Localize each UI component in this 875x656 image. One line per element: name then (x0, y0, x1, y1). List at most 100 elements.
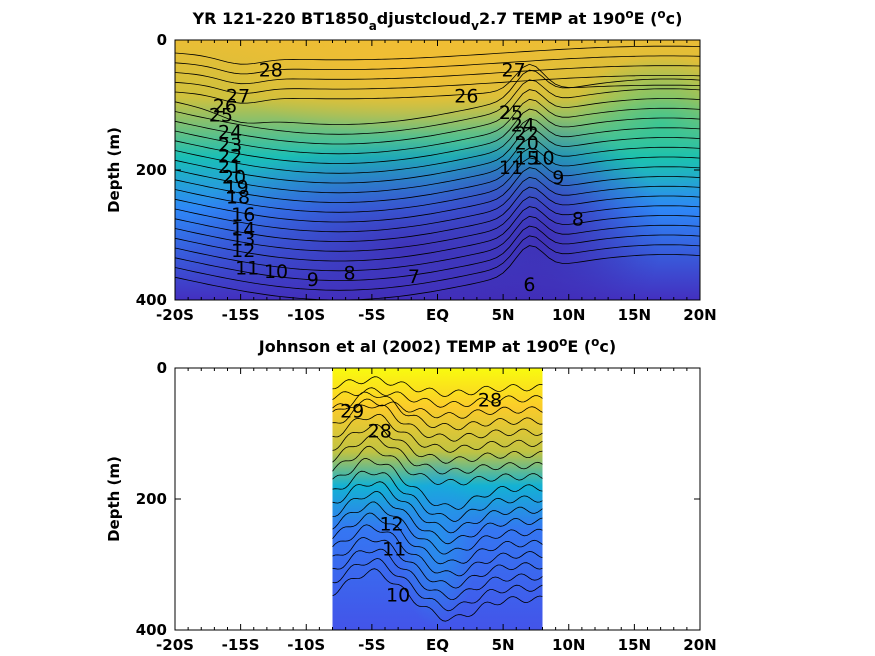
x-tick-label: 10N (552, 306, 585, 324)
contour-label: 20 (222, 166, 246, 188)
contour-line (175, 235, 700, 291)
x-tick-label: 5N (492, 306, 515, 324)
contour-line (332, 398, 543, 419)
contour-line (175, 108, 700, 164)
contour-label: 13 (231, 229, 255, 251)
x-tick-label: -5S (358, 306, 385, 324)
warm-pool (211, 40, 612, 136)
contour-line (332, 387, 543, 408)
chart-title: Johnson et al (2002) TEMP at 190oE (oc) (258, 335, 616, 356)
contour-label: 19 (225, 177, 249, 199)
x-tick-label: -15S (222, 636, 260, 654)
contour-label: 21 (218, 156, 242, 178)
contour-label: 11 (499, 157, 523, 179)
contour-line (332, 424, 543, 464)
contour-label: 8 (572, 209, 584, 231)
contour-line (332, 558, 543, 612)
contour-line (332, 548, 543, 601)
contour-label: 10 (386, 584, 410, 606)
contour-line (175, 75, 700, 94)
contour-line (332, 413, 543, 453)
y-tick-label: 400 (136, 621, 167, 639)
contour-label: 10 (264, 261, 288, 283)
y-tick-label: 0 (157, 359, 167, 377)
contour-line (175, 98, 700, 155)
contour-line (175, 55, 700, 75)
contour-label: 22 (515, 123, 539, 145)
x-tick-label: -5S (358, 636, 385, 654)
y-tick-label: 0 (157, 31, 167, 49)
contour-line (175, 63, 700, 104)
contour-line (332, 458, 543, 510)
y-axis-label: Depth (m) (105, 456, 123, 542)
contour-label: 18 (226, 186, 250, 208)
contour-line (175, 176, 700, 233)
contour-line (332, 537, 543, 589)
contour-line (175, 157, 700, 213)
contour-label: 14 (231, 218, 255, 240)
contour-label: 28 (259, 60, 283, 82)
contour-label: 10 (530, 147, 554, 169)
x-tick-label: 10N (552, 636, 585, 654)
contour-line (332, 376, 543, 397)
contour-line (332, 404, 543, 442)
y-tick-label: 200 (136, 161, 167, 179)
contour-label: 7 (408, 266, 420, 288)
x-tick-label: EQ (426, 636, 449, 654)
contour-label: 11 (382, 539, 406, 561)
y-tick-label: 400 (136, 291, 167, 309)
contour-line (332, 470, 543, 522)
contour-line (332, 512, 543, 565)
contour-line (175, 65, 700, 85)
contour-line (332, 391, 543, 431)
contour-line (175, 206, 700, 262)
contour-line (175, 147, 700, 203)
contour-label: 27 (502, 60, 526, 82)
contour-line (175, 225, 700, 281)
chart-title: YR 121-220 BT1850adjustcloudv2.7 TEMP at… (192, 7, 683, 33)
contour-label: 26 (454, 86, 478, 108)
contour-line (175, 137, 700, 194)
x-tick-label: 15N (618, 636, 651, 654)
contour-label: 25 (499, 102, 523, 124)
green-patch (570, 54, 700, 195)
contour-label: 24 (218, 121, 242, 143)
y-axis-label: Depth (m) (105, 127, 123, 213)
contour-label: 11 (235, 257, 259, 279)
contour-label: 28 (368, 421, 392, 443)
contour-label: 20 (515, 133, 539, 155)
contour-label: 22 (218, 146, 242, 168)
contour-label: 16 (231, 204, 255, 226)
contour-line (175, 215, 700, 272)
x-tick-label: 20N (683, 306, 716, 324)
x-tick-label: -20S (156, 306, 194, 324)
thermocline-trough (397, 448, 478, 629)
x-tick-label: -10S (287, 306, 325, 324)
contour-line (175, 79, 700, 135)
contour-line (332, 434, 543, 475)
contour-line (332, 481, 543, 534)
x-tick-label: -20S (156, 636, 194, 654)
contour-line (175, 128, 700, 184)
x-tick-label: EQ (426, 306, 449, 324)
contour-line (175, 167, 700, 223)
x-tick-label: 20N (683, 636, 716, 654)
contour-line (175, 69, 700, 125)
contour-line (332, 501, 543, 555)
y-tick-label: 200 (136, 490, 167, 508)
contour-line (175, 196, 700, 252)
contour-label: 6 (523, 274, 535, 296)
contour-label: 28 (478, 389, 502, 411)
contour-line (175, 45, 700, 65)
contour-label: 25 (209, 105, 233, 127)
contour-line (175, 89, 700, 145)
contour-label: 12 (379, 514, 403, 536)
x-tick-label: 15N (618, 306, 651, 324)
x-tick-label: -15S (222, 306, 260, 324)
contour-line (332, 445, 543, 486)
contour-label: 29 (340, 400, 364, 422)
contour-line (332, 568, 543, 622)
